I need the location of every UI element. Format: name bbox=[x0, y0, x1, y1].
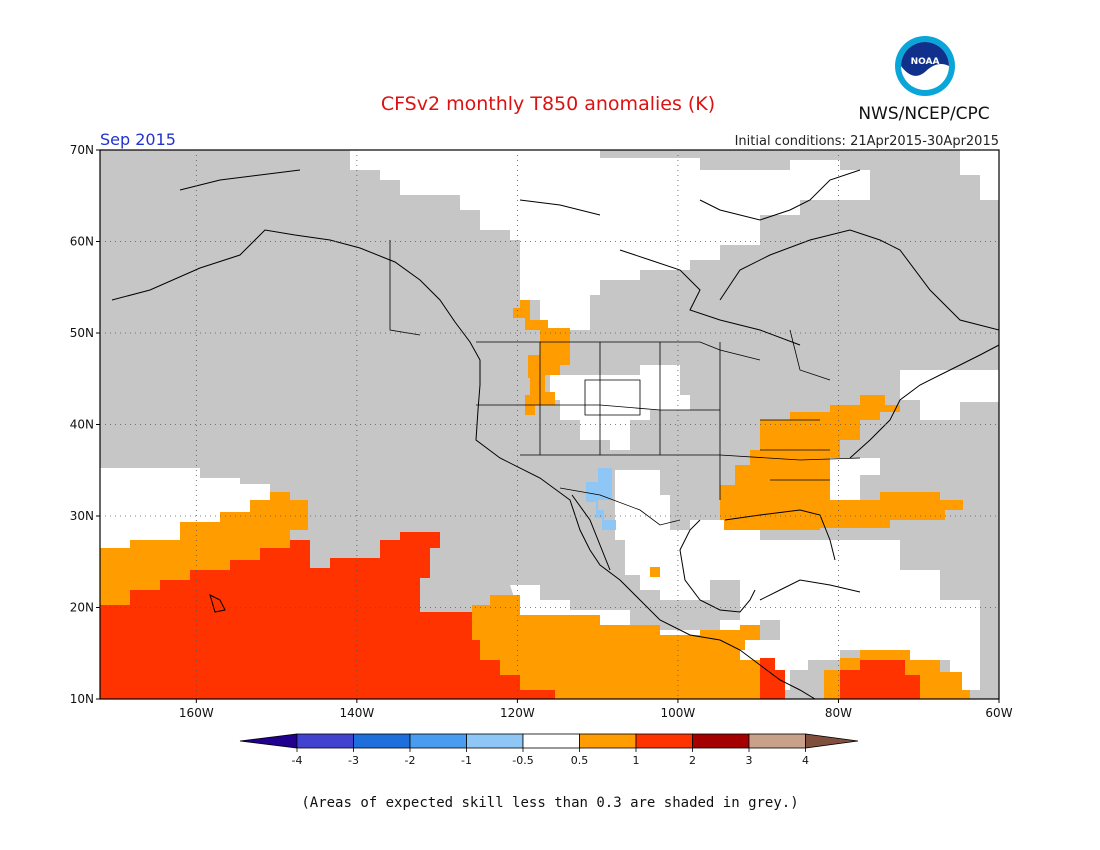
warm-anomaly-mexico-coast bbox=[472, 595, 760, 699]
colorbar-label: 2 bbox=[689, 754, 696, 767]
cool-anomaly-southwest bbox=[586, 468, 616, 530]
white-region-pacific bbox=[100, 468, 270, 548]
skill-footnote: (Areas of expected skill less than 0.3 a… bbox=[301, 795, 798, 811]
colorbar-box bbox=[296, 733, 354, 749]
latitude-label: 10N bbox=[70, 692, 94, 706]
latitude-labels: 70N 60N 50N 40N 30N 20N 10N bbox=[70, 143, 94, 706]
noaa-logo: NOAA bbox=[895, 36, 955, 96]
white-region-canada bbox=[350, 150, 870, 330]
white-region-caribbean bbox=[690, 520, 980, 690]
graticule bbox=[96, 149, 1000, 703]
chart-title: CFSv2 monthly T850 anomalies (K) bbox=[381, 93, 715, 115]
longitude-label: 100W bbox=[661, 706, 696, 720]
political-borders bbox=[389, 240, 861, 526]
colorbar-box bbox=[579, 733, 637, 749]
longitude-label: 160W bbox=[179, 706, 214, 720]
longitude-labels: 160W 140W 120W 100W 80W 60W bbox=[179, 706, 1013, 720]
warm-anomaly-pacific-red bbox=[100, 532, 555, 699]
warm-anomaly-central-america-east bbox=[700, 625, 760, 650]
colorbar-label: -0.5 bbox=[512, 754, 533, 767]
colorbar-label: -4 bbox=[292, 754, 303, 767]
colorbar-box bbox=[466, 733, 524, 749]
colorbar-box bbox=[522, 733, 580, 749]
colorbar-label: -3 bbox=[348, 754, 359, 767]
map-panel bbox=[100, 150, 999, 699]
latitude-label: 30N bbox=[70, 509, 94, 523]
warm-anomaly-pacific-orange bbox=[100, 492, 308, 605]
longitude-label: 120W bbox=[500, 706, 535, 720]
valid-month: Sep 2015 bbox=[100, 130, 176, 149]
initial-conditions: Initial conditions: 21Apr2015-30Apr2015 bbox=[735, 134, 999, 149]
colorbar-label: 4 bbox=[802, 754, 809, 767]
warm-anomaly-idaho bbox=[513, 300, 570, 415]
latitude-label: 40N bbox=[70, 418, 94, 432]
latitude-label: 60N bbox=[70, 235, 94, 249]
white-region-central-america bbox=[510, 585, 808, 690]
colorbar-label: 0.5 bbox=[571, 754, 589, 767]
warm-anomaly-honduras-red bbox=[760, 658, 785, 699]
latitude-label: 70N bbox=[70, 143, 94, 157]
coastlines bbox=[111, 169, 999, 699]
colorbar-label: 3 bbox=[746, 754, 753, 767]
warm-anomaly-caribbean-red bbox=[840, 660, 920, 699]
agency-label: NWS/NCEP/CPC bbox=[858, 104, 989, 124]
logo-text: NOAA bbox=[911, 57, 940, 67]
longitude-label: 80W bbox=[825, 706, 852, 720]
warm-anomaly-small-cell bbox=[650, 567, 660, 577]
colorbar-upper-arrow bbox=[805, 733, 859, 749]
colorbar-label: 1 bbox=[633, 754, 640, 767]
latitude-label: 20N bbox=[70, 601, 94, 615]
colorbar-box bbox=[635, 733, 693, 749]
colorbar-label: -2 bbox=[405, 754, 416, 767]
longitude-label: 60W bbox=[985, 706, 1012, 720]
colorbar-box bbox=[692, 733, 750, 749]
colorbar-box bbox=[748, 733, 806, 749]
latitude-label: 50N bbox=[70, 326, 94, 340]
colorbar-lower-arrow bbox=[239, 733, 298, 749]
colorbar-label: -1 bbox=[461, 754, 472, 767]
longitude-label: 140W bbox=[339, 706, 374, 720]
warm-anomaly-southeast-us bbox=[720, 395, 963, 530]
colorbar-box bbox=[353, 733, 411, 749]
colorbar-box bbox=[409, 733, 467, 749]
white-region-greenland bbox=[960, 150, 999, 200]
white-region-texas bbox=[615, 470, 710, 600]
colorbar: -4 -3 -2 -1 -0.5 0.5 1 2 3 4 bbox=[239, 733, 859, 767]
white-region-gulf-coast bbox=[830, 458, 880, 500]
